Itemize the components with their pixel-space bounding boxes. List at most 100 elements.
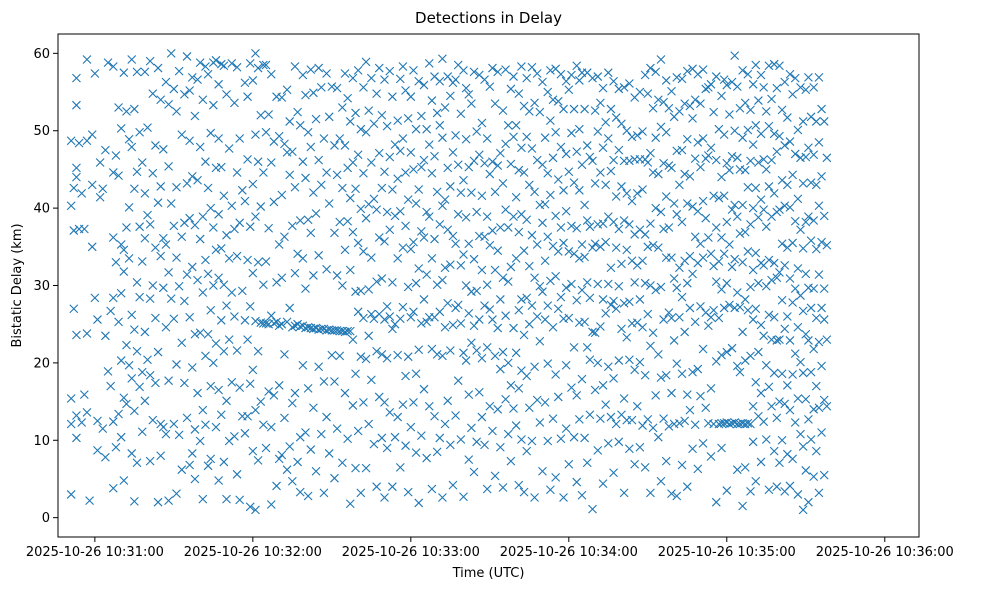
data-point xyxy=(474,387,484,397)
data-point xyxy=(280,349,289,359)
data-point xyxy=(277,190,287,200)
data-point xyxy=(77,189,87,198)
data-point xyxy=(585,293,595,303)
data-point xyxy=(277,93,287,102)
data-point xyxy=(432,447,442,457)
data-point xyxy=(514,165,524,175)
data-point xyxy=(569,343,579,352)
data-point xyxy=(535,418,545,427)
data-point xyxy=(256,202,266,211)
data-point xyxy=(261,60,271,70)
data-point xyxy=(572,477,582,487)
data-point xyxy=(788,170,798,180)
data-point xyxy=(640,70,650,80)
data-point xyxy=(698,134,708,143)
data-point xyxy=(248,365,258,375)
data-point xyxy=(522,293,532,303)
data-point xyxy=(335,351,345,361)
data-point xyxy=(469,67,479,77)
data-point xyxy=(345,193,355,203)
data-point xyxy=(603,438,613,448)
data-point xyxy=(814,270,824,280)
data-point xyxy=(235,218,245,228)
data-point xyxy=(366,73,376,83)
data-point xyxy=(374,63,384,73)
data-point xyxy=(353,307,363,317)
data-point xyxy=(588,156,597,166)
data-point xyxy=(775,205,784,215)
data-point xyxy=(303,127,313,137)
data-point xyxy=(464,89,474,99)
data-point xyxy=(316,83,326,92)
data-point xyxy=(122,106,131,116)
data-point xyxy=(488,226,497,235)
data-point xyxy=(337,183,347,193)
data-point xyxy=(440,263,450,273)
data-point xyxy=(245,502,255,512)
data-point xyxy=(811,244,821,254)
data-point xyxy=(798,368,808,378)
data-point xyxy=(66,394,76,403)
data-point xyxy=(535,107,545,117)
data-point xyxy=(135,292,145,302)
data-point xyxy=(769,312,779,322)
data-point xyxy=(190,220,200,230)
data-point xyxy=(746,351,755,361)
data-point xyxy=(732,212,742,222)
data-point xyxy=(240,78,250,88)
data-point xyxy=(261,443,271,453)
data-point xyxy=(809,344,819,354)
data-point xyxy=(682,199,692,208)
data-point xyxy=(590,328,600,338)
data-point xyxy=(395,314,405,324)
data-point xyxy=(490,265,500,275)
data-point xyxy=(469,156,479,166)
data-point xyxy=(153,347,163,357)
data-point xyxy=(577,240,587,249)
data-point xyxy=(427,96,437,105)
data-point xyxy=(493,67,503,77)
data-point xyxy=(211,245,221,255)
data-point xyxy=(356,124,366,134)
data-point xyxy=(251,505,260,515)
data-point xyxy=(788,370,798,379)
data-point xyxy=(772,83,782,93)
data-point xyxy=(772,482,782,492)
data-point xyxy=(466,423,476,433)
data-point xyxy=(216,162,226,172)
data-point xyxy=(540,133,550,143)
data-point xyxy=(796,83,805,92)
data-point xyxy=(524,261,534,271)
data-point xyxy=(119,245,129,255)
data-point xyxy=(187,449,197,458)
data-point xyxy=(706,452,716,461)
data-point xyxy=(782,113,792,122)
data-point xyxy=(243,255,252,265)
data-point xyxy=(804,497,813,507)
data-point xyxy=(182,178,192,188)
data-point xyxy=(451,411,460,420)
data-point xyxy=(466,99,476,109)
data-point xyxy=(151,313,160,323)
data-point xyxy=(282,465,292,475)
data-point xyxy=(245,302,255,311)
data-point xyxy=(351,369,360,379)
data-point xyxy=(561,149,571,159)
data-point xyxy=(769,129,779,139)
data-point xyxy=(730,418,740,427)
data-point xyxy=(332,271,342,280)
data-point xyxy=(561,283,571,293)
data-point xyxy=(285,442,295,451)
data-point xyxy=(287,322,297,332)
data-point xyxy=(788,454,798,464)
data-point xyxy=(703,233,713,242)
y-tick-label: 50 xyxy=(33,124,50,139)
data-point xyxy=(746,419,755,429)
data-point xyxy=(258,60,268,70)
data-point xyxy=(124,254,134,263)
data-point xyxy=(819,470,829,480)
data-point xyxy=(311,114,321,124)
data-point xyxy=(801,394,811,404)
data-point xyxy=(116,288,126,298)
data-point xyxy=(477,191,487,201)
